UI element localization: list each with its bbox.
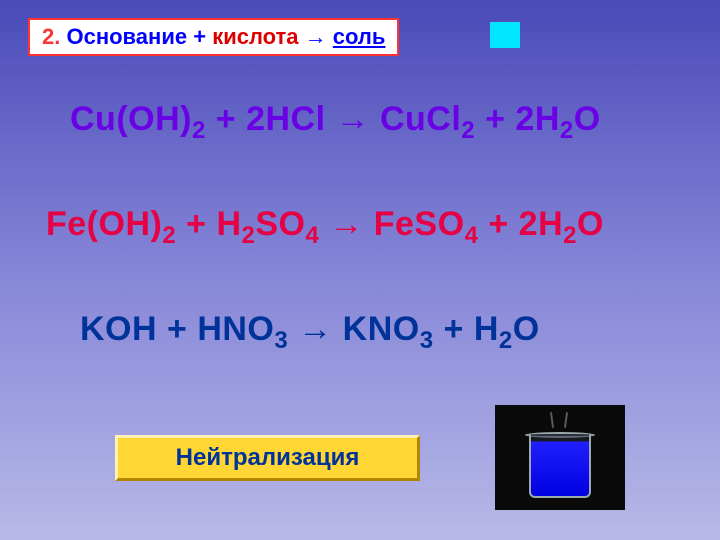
eq2-water-coef: 2	[519, 205, 538, 243]
eq1-base: Cu(OH)	[70, 100, 192, 138]
eq1-acid: HCl	[266, 100, 326, 138]
title-box: 2. Основание + кислота → соль	[28, 18, 399, 56]
eq2-base-sub: 2	[162, 222, 176, 249]
title-arrow: →	[305, 24, 327, 49]
eq1-water-o: O	[574, 100, 601, 138]
neutralization-label: Нейтрализация	[115, 435, 420, 481]
eq3-water-o: O	[513, 310, 540, 348]
eq3-acid-sub: 3	[274, 327, 288, 354]
eq2-acid-s: SO	[255, 205, 305, 243]
eq1-salt: CuCl	[380, 100, 461, 138]
equation-2: Fe(OH)2 + H2SO4 → FeSO4 + 2H2O	[46, 205, 604, 244]
eq1-base-sub: 2	[192, 117, 206, 144]
eq1-water-coef: 2	[515, 100, 534, 138]
eq2-arrow: →	[319, 205, 373, 243]
eq3-arrow: →	[288, 310, 342, 348]
eq1-water-h: H	[535, 100, 560, 138]
title-acid: кислота	[212, 24, 298, 49]
eq3-salt-sub: 3	[420, 327, 434, 354]
beaker-image	[495, 405, 625, 510]
eq2-base: Fe(OH)	[46, 205, 162, 243]
eq3-acid: HNO	[197, 310, 274, 348]
eq2-water-h: H	[538, 205, 563, 243]
cyan-square-marker	[490, 22, 520, 48]
eq1-water-sub: 2	[560, 117, 574, 144]
eq1-acid-coef: 2	[246, 100, 265, 138]
eq2-plus2: +	[478, 205, 518, 243]
eq2-water-sub: 2	[563, 222, 577, 249]
eq2-acid-h: H	[216, 205, 241, 243]
eq3-water-h: H	[474, 310, 499, 348]
eq3-salt: KNO	[343, 310, 420, 348]
beaker-icon	[523, 418, 597, 498]
eq3-water-sub: 2	[499, 327, 513, 354]
beaker-glass	[529, 434, 591, 498]
title-number: 2.	[42, 24, 60, 49]
eq2-salt-sub: 4	[465, 222, 479, 249]
steam-icon	[543, 412, 577, 432]
title-plus: +	[193, 24, 206, 49]
eq2-salt: FeSO	[374, 205, 465, 243]
eq1-salt-sub: 2	[461, 117, 475, 144]
equation-3: KOH + HNO3 → KNO3 + H2O	[80, 310, 540, 349]
eq2-acid-ssub: 4	[305, 222, 319, 249]
eq1-plus2: +	[475, 100, 515, 138]
eq1-plus1: +	[206, 100, 246, 138]
eq2-acid-hsub: 2	[242, 222, 256, 249]
eq3-plus2: +	[434, 310, 474, 348]
eq2-water-o: O	[577, 205, 604, 243]
eq2-plus1: +	[176, 205, 216, 243]
title-base: Основание	[66, 24, 187, 49]
eq3-base: KOH	[80, 310, 157, 348]
title-salt: соль	[333, 24, 386, 49]
eq3-plus1: +	[157, 310, 197, 348]
eq1-arrow: →	[326, 100, 380, 138]
equation-1: Cu(OH)2 + 2HCl → CuCl2 + 2H2O	[70, 100, 601, 139]
